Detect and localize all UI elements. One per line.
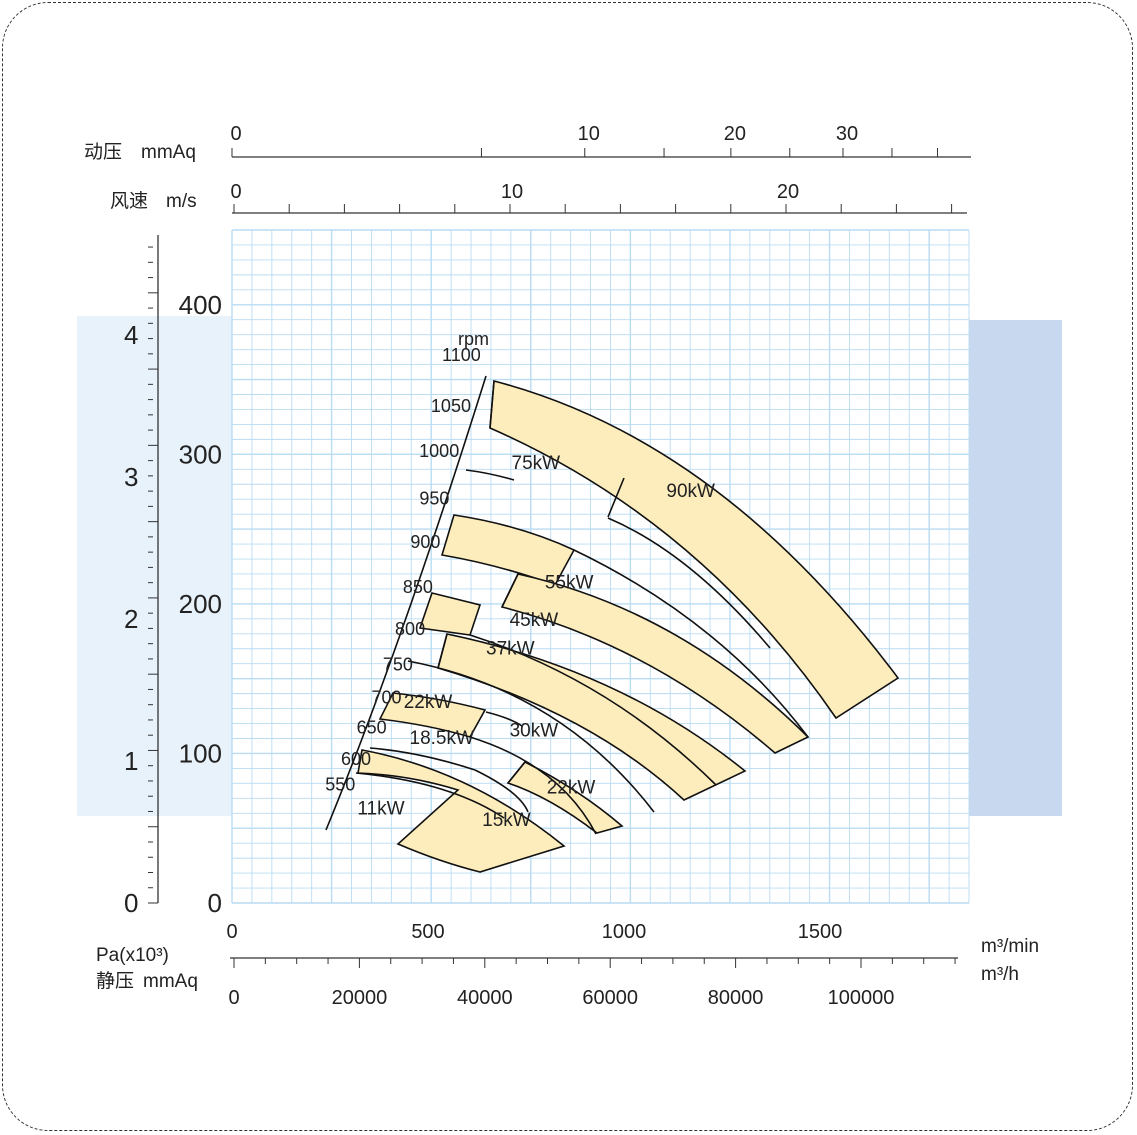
plot-area bbox=[232, 230, 969, 903]
dynamic-pressure-tick-label: 30 bbox=[836, 123, 858, 145]
pa-tick-label: 0 bbox=[124, 888, 138, 918]
rpm-label: 650 bbox=[357, 718, 387, 738]
rpm-label: 1000 bbox=[419, 441, 459, 461]
flow-hour-tick-label: 80000 bbox=[708, 987, 764, 1009]
curve-30kw bbox=[469, 736, 597, 835]
rpm-label: 1050 bbox=[431, 396, 471, 416]
air-velocity-unit: m/s bbox=[166, 191, 197, 212]
static-pressure-tick-label: 0 bbox=[208, 888, 222, 918]
rpm-label: 800 bbox=[395, 619, 425, 639]
power-label: 15kW bbox=[482, 810, 531, 831]
pa-tick-label: 3 bbox=[124, 462, 138, 492]
flow-hour-tick-label: 0 bbox=[228, 987, 239, 1009]
dynamic-pressure-tick-label: 0 bbox=[230, 123, 241, 145]
curve-18kw bbox=[474, 769, 529, 813]
dynamic-pressure-unit: mmAq bbox=[141, 142, 196, 163]
pa-tick-label: 2 bbox=[124, 604, 138, 634]
power-label: 30kW bbox=[510, 721, 559, 742]
static-pressure-tick-label: 200 bbox=[179, 589, 222, 619]
power-label: 45kW bbox=[510, 610, 559, 631]
boundary-sep-55 bbox=[501, 573, 519, 608]
curve-15kw bbox=[355, 772, 505, 819]
air-velocity-tick-label: 20 bbox=[777, 181, 799, 203]
flow-unit-min: m³/min bbox=[981, 936, 1039, 957]
curve-600rpm bbox=[369, 747, 476, 771]
pressure-unit-pa: Pa(x10³) bbox=[96, 945, 169, 966]
curve-650rpm bbox=[485, 711, 523, 727]
power-label: 11kW bbox=[357, 798, 404, 819]
speed-curves bbox=[325, 375, 809, 835]
curve-800rpm bbox=[469, 634, 717, 786]
rpm-labels: 1100 1050 1000 950 900 850 800 750 700 650 600 550 bbox=[325, 345, 480, 794]
power-label: 37kW bbox=[486, 638, 535, 659]
rpm-label: 950 bbox=[419, 489, 449, 509]
rpm-label: 700 bbox=[372, 688, 402, 708]
dynamic-pressure-label: 动压 bbox=[84, 141, 122, 163]
dynamic-pressure-tick-label: 10 bbox=[578, 123, 600, 145]
flow-hour-tick-label: 60000 bbox=[582, 987, 638, 1009]
band-22kw-right bbox=[506, 760, 624, 834]
pa-tick-label: 1 bbox=[124, 746, 138, 776]
air-velocity-tick-label: 0 bbox=[230, 181, 241, 203]
rpm-title: rpm bbox=[458, 329, 489, 349]
band-15kw bbox=[357, 749, 566, 873]
band-75kw bbox=[440, 514, 576, 586]
band-55kw-wide bbox=[500, 573, 810, 754]
rpm-label: 1100 bbox=[442, 345, 481, 365]
boundary-left bbox=[325, 375, 487, 831]
power-label: 90kW bbox=[666, 481, 715, 502]
rpm-label: 600 bbox=[341, 749, 371, 769]
flow-hour-tick-label: 100000 bbox=[828, 987, 895, 1009]
static-pressure-tick-label: 400 bbox=[179, 290, 222, 320]
air-velocity-label: 风速 bbox=[110, 190, 148, 212]
curve-750rpm bbox=[407, 660, 655, 813]
rpm-label: 900 bbox=[410, 532, 440, 552]
power-bands bbox=[357, 379, 900, 873]
flow-min-tick-label: 1000 bbox=[602, 921, 647, 943]
power-label: 18.5kW bbox=[410, 728, 474, 749]
flow-min-tick-label: 0 bbox=[226, 921, 237, 943]
flow-hour-tick-label: 20000 bbox=[332, 987, 388, 1009]
boundary-sep-1100 bbox=[489, 380, 495, 429]
band-37kw bbox=[437, 633, 747, 801]
static-pressure-label: 静压 bbox=[96, 970, 134, 992]
left-panel bbox=[77, 316, 235, 816]
rpm-label: 850 bbox=[403, 577, 433, 597]
power-labels: 90kW 75kW 55kW 45kW 37kW 22kW 30kW 18.5kW 22kW 15… bbox=[357, 453, 715, 831]
flow-unit-hour: m³/h bbox=[981, 964, 1019, 985]
flow-hour-tick-label: 40000 bbox=[457, 987, 513, 1009]
power-label: 22kW bbox=[404, 692, 453, 713]
boundary-sep-90 bbox=[607, 477, 625, 518]
power-label: 55kW bbox=[545, 572, 594, 593]
air-velocity-tick-label: 10 bbox=[501, 181, 523, 203]
right-panel bbox=[969, 320, 1062, 816]
pa-tick-label: 4 bbox=[124, 320, 138, 350]
curve-1000rpm bbox=[465, 469, 515, 481]
static-pressure-unit: mmAq bbox=[143, 971, 198, 992]
curve-1000rpm-b bbox=[607, 517, 771, 649]
dynamic-pressure-tick-label: 20 bbox=[724, 123, 746, 145]
rpm-label: 550 bbox=[325, 774, 355, 794]
power-label: 75kW bbox=[512, 453, 561, 474]
power-label: 22kW bbox=[547, 777, 596, 798]
boundary-sep-37 bbox=[437, 633, 448, 669]
static-pressure-tick-label: 300 bbox=[179, 439, 222, 469]
rpm-label: 750 bbox=[383, 655, 413, 675]
static-pressure-tick-label: 100 bbox=[179, 738, 222, 768]
flow-min-tick-label: 1500 bbox=[798, 921, 843, 943]
flow-min-tick-label: 500 bbox=[411, 921, 444, 943]
boundary-sep-22 bbox=[507, 761, 526, 784]
band-90kw bbox=[489, 379, 900, 720]
curve-950rpm-long bbox=[573, 549, 809, 738]
